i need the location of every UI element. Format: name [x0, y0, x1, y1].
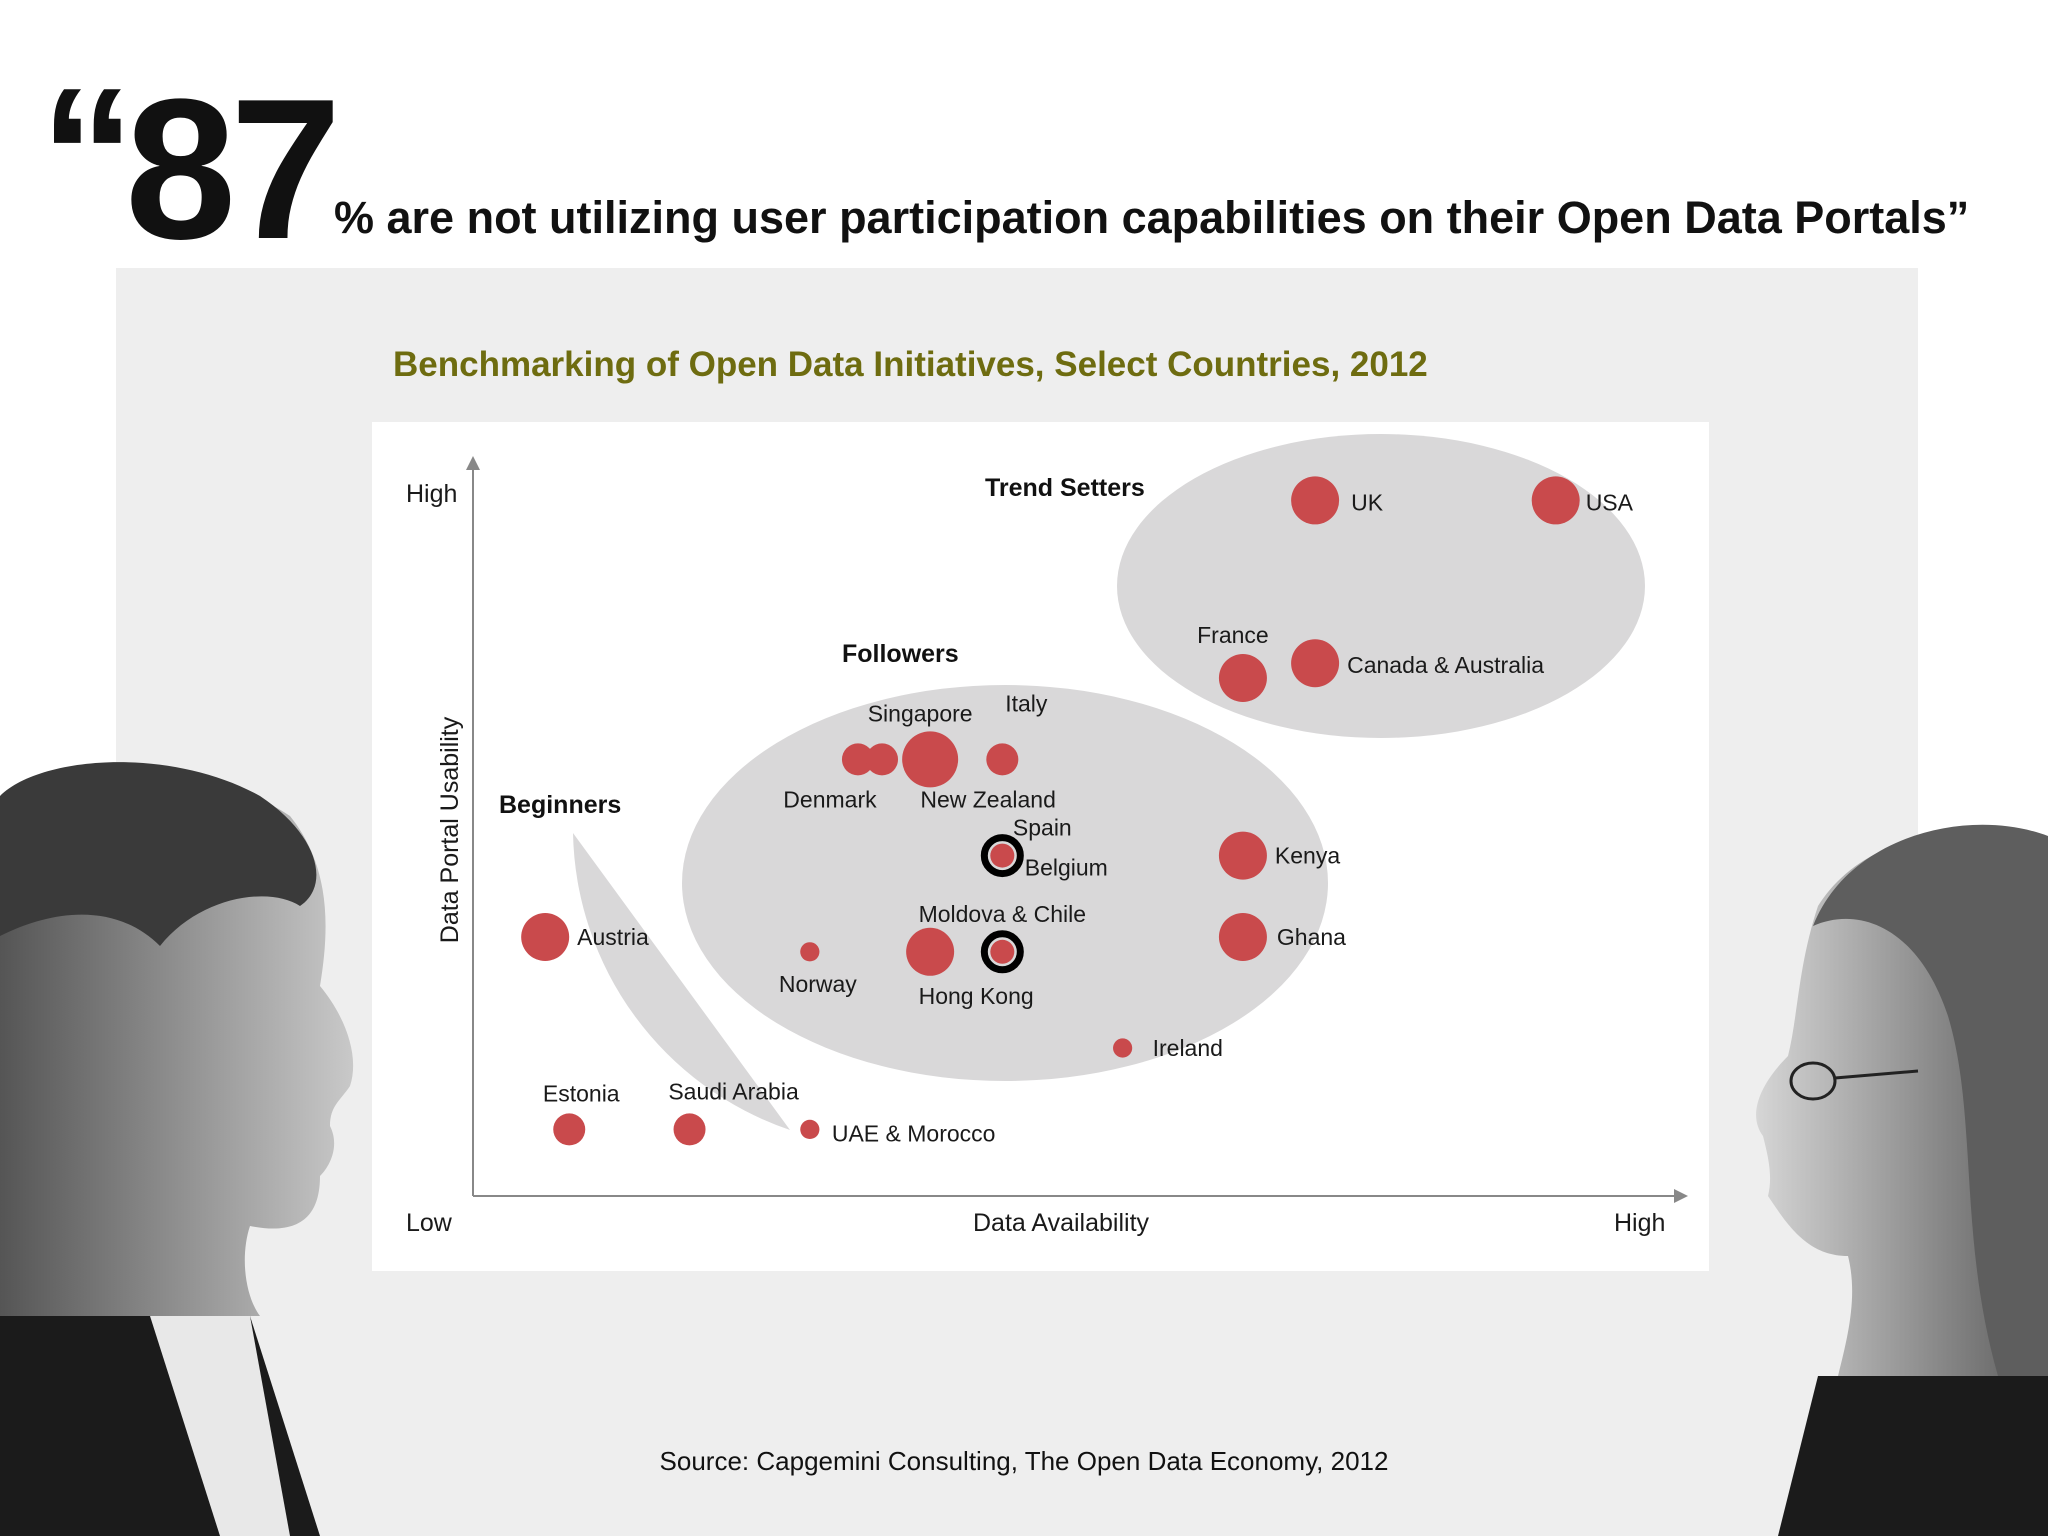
point-label-france: France [1197, 622, 1269, 648]
bubble-kenya [1218, 831, 1267, 880]
point-label-denmark: Denmark [783, 786, 877, 812]
bubble-hong-kong [906, 927, 955, 976]
y-high-label: High [406, 480, 457, 508]
point-label-belgium: Belgium [1025, 855, 1108, 881]
point-label-kenya: Kenya [1275, 843, 1340, 869]
bubble-ireland [1113, 1038, 1133, 1058]
x-high-label: High [1614, 1209, 1665, 1237]
x-axis-arrow [1674, 1189, 1688, 1203]
point-label-uk: UK [1351, 489, 1384, 515]
bubble-austria [521, 913, 570, 961]
point-label-ireland: Ireland [1153, 1035, 1223, 1061]
group-label-beginners: Beginners [499, 791, 621, 819]
point-label-usa: USA [1586, 489, 1634, 515]
bubble-uae-morocco [800, 1119, 820, 1139]
point-label-norway: Norway [779, 971, 857, 997]
person-right-image [1756, 824, 2048, 1536]
point-label-new-zealand: New Zealand [920, 786, 1056, 812]
bubble-usa [1531, 476, 1580, 525]
point-label-saudi-arabia: Saudi Arabia [668, 1078, 799, 1104]
point-label-moldova-chile: Moldova & Chile [919, 901, 1086, 927]
region-followers [682, 685, 1328, 1081]
point-label-uae-morocco: UAE & Morocco [832, 1120, 996, 1146]
headline: “ 87 % are not utilizing user participat… [40, 49, 2030, 270]
headline-text: % are not utilizing user participation c… [334, 192, 1970, 243]
group-label-trend-setters: Trend Setters [985, 474, 1145, 502]
bubble-moldova-chile [990, 939, 1015, 964]
point-label-singapore: Singapore [868, 700, 973, 726]
bubble-italy [986, 743, 1019, 776]
bubble-singapore [902, 731, 959, 788]
bubble-highlight-ring [980, 834, 1024, 878]
point-label-canada-australia: Canada & Australia [1347, 652, 1544, 678]
point-label-estonia: Estonia [543, 1080, 620, 1106]
bubble-denmark [841, 743, 874, 776]
bubble-spain [990, 843, 1015, 868]
source-note: Source: Capgemini Consulting, The Open D… [659, 1446, 1389, 1476]
bubble-unlabeled-5 [866, 743, 899, 776]
point-label-italy: Italy [1005, 690, 1048, 716]
point-label-austria: Austria [577, 924, 649, 950]
bubble-highlight-ring [980, 930, 1024, 974]
point-label-spain: Spain [1013, 815, 1072, 841]
group-label-followers: Followers [842, 640, 959, 668]
headline-quote-mark: “ [40, 49, 135, 261]
x-low-label: Low [406, 1209, 453, 1237]
y-axis-title: Data Portal Usability [436, 716, 464, 943]
y-axis-arrow [466, 456, 480, 470]
bubble-ghana [1218, 913, 1267, 961]
chart-title: Benchmarking of Open Data Initiatives, S… [393, 345, 1428, 384]
point-label-ghana: Ghana [1277, 924, 1346, 950]
headline-number: 87 [125, 58, 341, 281]
bubble-uk [1291, 476, 1340, 525]
x-axis-title: Data Availability [973, 1209, 1150, 1237]
bubble-france [1218, 654, 1267, 702]
region-beginners [573, 833, 790, 1130]
person-left-image [0, 762, 354, 1536]
bubble-canada-australia [1291, 639, 1340, 688]
bubble-saudi-arabia [673, 1113, 706, 1146]
bubble-estonia [553, 1113, 586, 1146]
bubble-norway [800, 942, 820, 962]
point-label-hong-kong: Hong Kong [919, 983, 1034, 1009]
